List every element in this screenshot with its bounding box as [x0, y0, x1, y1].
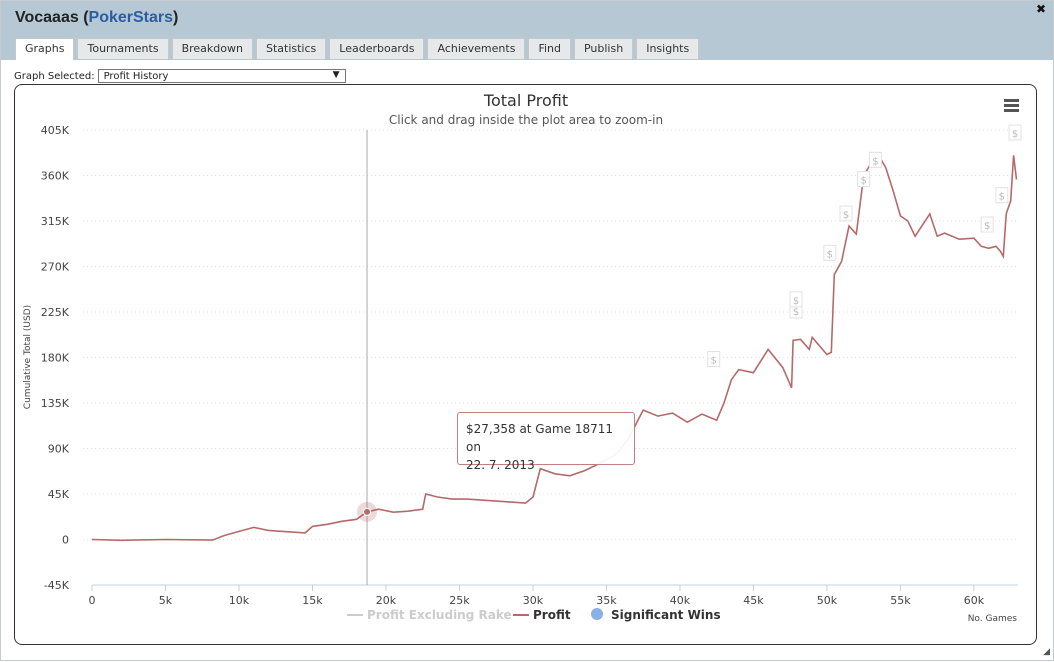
significant-win-flag[interactable]: $	[1008, 124, 1022, 141]
tab-insights[interactable]: Insights	[636, 38, 700, 59]
tab-publish[interactable]: Publish	[573, 38, 634, 59]
tab-graphs[interactable]: Graphs	[15, 38, 75, 60]
x-tick-label: 10k	[229, 594, 250, 607]
x-axis-label: No. Games	[968, 614, 1018, 624]
x-tick-label: 0	[89, 594, 96, 607]
y-tick-label: 270K	[41, 261, 70, 274]
graph-select-dropdown[interactable]: Profit History ▼	[97, 69, 346, 83]
legend-item[interactable]: Profit Excluding Rake	[347, 608, 512, 622]
close-icon[interactable]: ✖	[1035, 2, 1046, 16]
dollar-icon: $	[843, 210, 849, 221]
tab-tournaments[interactable]: Tournaments	[77, 38, 169, 59]
chart-title: Total Profit	[483, 91, 568, 110]
x-tick-label: 55k	[890, 594, 911, 607]
x-tick-label: 30k	[523, 594, 544, 607]
y-tick-label: 135K	[41, 397, 70, 410]
graph-select-value: Profit History	[103, 71, 169, 82]
significant-win-flag[interactable]: $	[995, 187, 1009, 204]
dollar-icon: $	[711, 356, 717, 367]
grid-lines	[83, 129, 1018, 540]
chart-legend: Profit Excluding Rake Profit Significant W…	[347, 608, 721, 622]
x-tick-label: 20k	[376, 594, 397, 607]
significant-win-flag[interactable]: $	[823, 244, 837, 261]
legend-item[interactable]: Profit	[513, 608, 571, 622]
legend-label: Significant Wins	[611, 608, 721, 622]
dollar-icon: $	[827, 249, 833, 260]
hover-point	[363, 507, 372, 516]
x-tick-label: 60k	[964, 594, 985, 607]
hamburger-menu-icon[interactable]	[1004, 99, 1019, 112]
y-tick-label: 0	[62, 534, 69, 547]
y-tick-label: 405K	[41, 124, 70, 137]
tab-statistics[interactable]: Statistics	[255, 38, 327, 59]
y-axis-label: Cumulative Total (USD)	[23, 305, 33, 409]
tooltip-line-2: 22. 7. 2013	[466, 458, 535, 472]
tooltip-line-1: $27,358 at Game 18711 on	[466, 422, 614, 454]
x-tick-label: 40k	[670, 594, 691, 607]
significant-win-flag[interactable]: $	[868, 151, 882, 168]
x-tick-labels: 0 5k 10k 15k 20k 25k 30k 35k 40k 45k 50k 55k 60k	[89, 585, 985, 607]
tab-bar: Graphs Tournaments Breakdown Statistics Lead…	[15, 38, 702, 60]
chart-tooltip: $27,358 at Game 18711 on 22. 7. 2013	[457, 412, 635, 472]
player-name: Vocaaas	[15, 9, 79, 26]
significant-win-flag[interactable]: $	[789, 291, 803, 308]
y-tick-label: 45K	[48, 488, 70, 501]
tab-leaderboards[interactable]: Leaderboards	[329, 38, 425, 59]
y-tick-label: 90K	[48, 443, 70, 456]
tab-achievements[interactable]: Achievements	[427, 38, 526, 59]
legend-circle-symbol	[591, 608, 603, 620]
significant-win-flag[interactable]: $	[707, 351, 721, 368]
y-tick-label: 315K	[41, 215, 70, 228]
x-tick-label: 35k	[596, 594, 617, 607]
x-tick-label: 5k	[159, 594, 173, 607]
legend-label: Profit	[533, 608, 571, 622]
site-name[interactable]: PokerStars	[88, 9, 174, 26]
dollar-icon: $	[984, 221, 990, 232]
dollar-icon: $	[860, 176, 866, 187]
series-line-profit[interactable]	[91, 153, 1018, 542]
y-tick-label: 360K	[41, 170, 70, 183]
x-tick-label: 15k	[302, 594, 323, 607]
resize-grip-icon[interactable]: ◢	[1043, 647, 1050, 657]
significant-win-flag[interactable]: $	[980, 216, 994, 233]
significant-win-flag[interactable]: $	[857, 171, 871, 188]
significant-wins-flags: $$$$$$$$$$	[707, 124, 1022, 368]
y-tick-label: -45K	[44, 579, 70, 592]
graph-selector: Graph Selected: Profit History ▼	[14, 69, 346, 83]
y-tick-label: 225K	[41, 306, 70, 319]
legend-item[interactable]: Significant Wins	[591, 608, 721, 622]
tab-find[interactable]: Find	[528, 38, 571, 59]
y-tick-label: 180K	[41, 352, 70, 365]
window-title: Vocaaas (PokerStars)	[15, 9, 179, 26]
graph-selected-label: Graph Selected:	[14, 70, 95, 82]
dollar-icon: $	[1012, 129, 1018, 140]
title-bar: Vocaaas (PokerStars) ✖ Graphs Tournaments…	[1, 1, 1053, 60]
dollar-icon: $	[872, 156, 878, 167]
x-tick-label: 25k	[449, 594, 470, 607]
dollar-icon: $	[793, 307, 799, 318]
dollar-icon: $	[999, 192, 1005, 203]
x-tick-label: 45k	[743, 594, 764, 607]
tab-breakdown[interactable]: Breakdown	[171, 38, 253, 59]
dollar-icon: $	[793, 296, 799, 307]
legend-label: Profit Excluding Rake	[367, 608, 512, 622]
y-tick-labels: -45K 0 45K 90K 135K 180K 225K 270K 315K 360K 405K	[41, 124, 70, 592]
x-tick-label: 50k	[817, 594, 838, 607]
chart-subtitle: Click and drag inside the plot area to z…	[389, 113, 663, 127]
chevron-down-icon: ▼	[332, 70, 340, 80]
significant-win-flag[interactable]: $	[839, 205, 853, 222]
